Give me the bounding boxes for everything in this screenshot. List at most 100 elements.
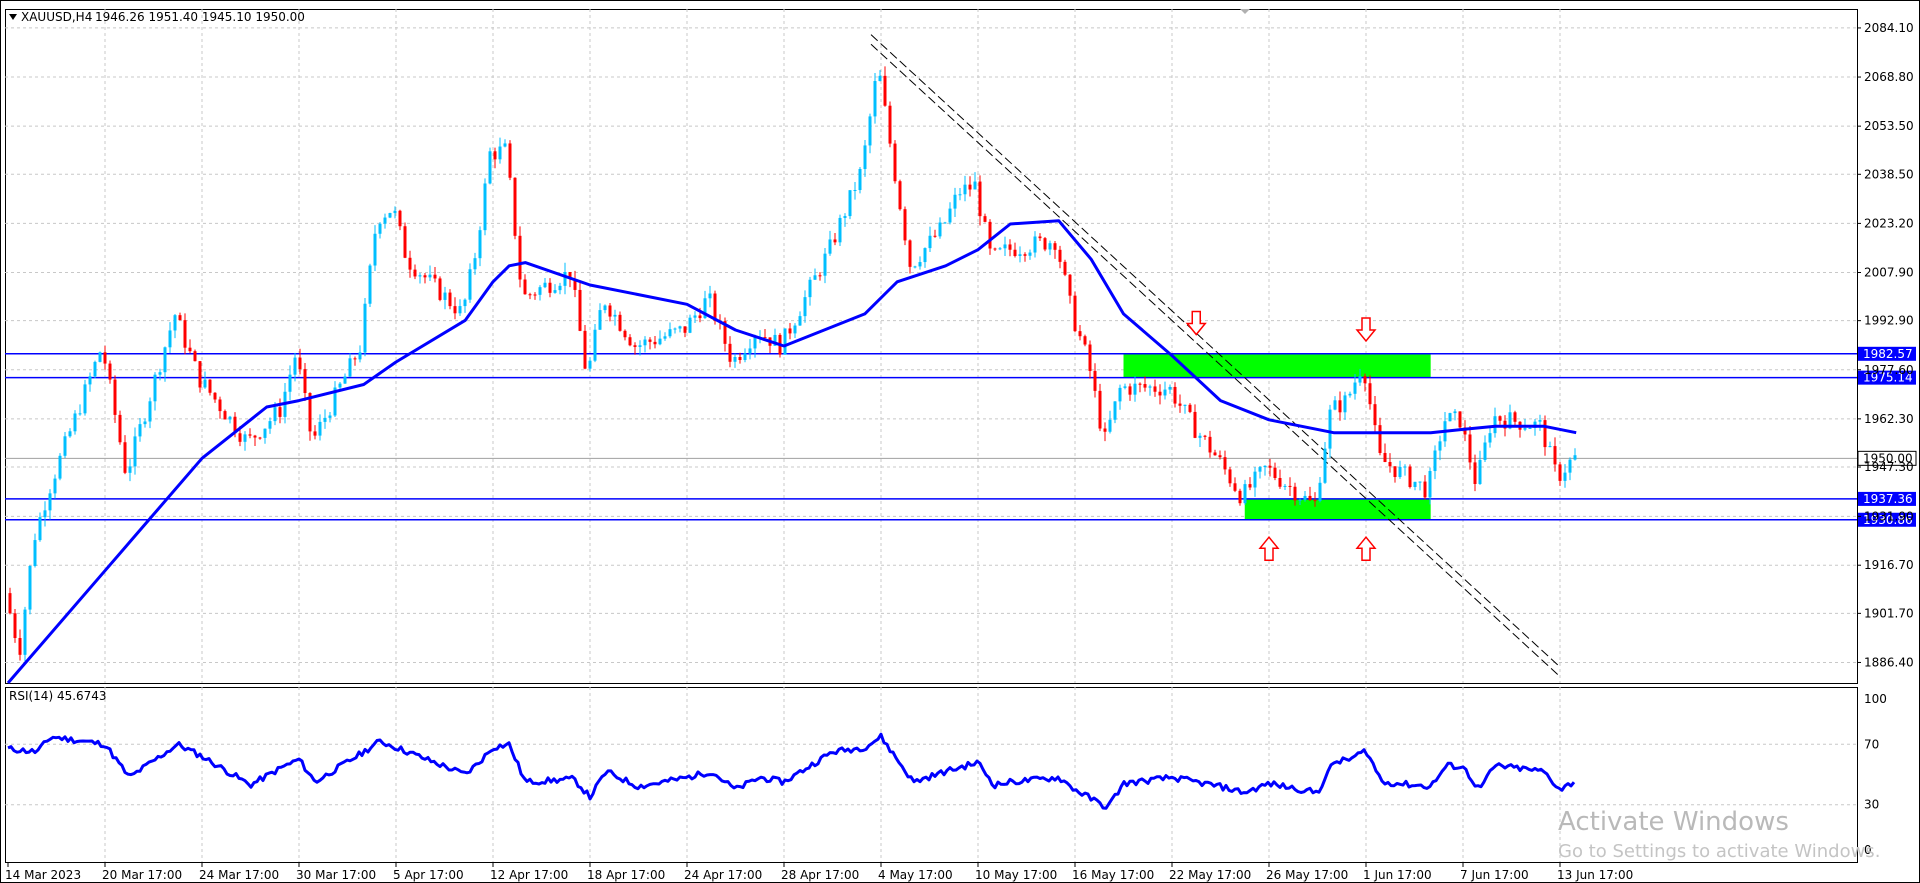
candle-body (23, 609, 27, 655)
candle-body (873, 81, 877, 117)
candle-body (1188, 404, 1192, 412)
candle-body (373, 233, 377, 266)
candle-body (238, 433, 242, 442)
arrow-down-icon[interactable] (1185, 310, 1207, 336)
candle-body (898, 181, 902, 210)
symbol-dropdown-icon[interactable] (9, 14, 17, 20)
arrow-down-icon[interactable] (1355, 317, 1377, 343)
candle-body (253, 435, 257, 438)
candle-body (353, 358, 357, 360)
candle-body (1523, 428, 1527, 430)
candle-body (1473, 462, 1477, 484)
candle-body (1323, 448, 1327, 483)
candle-body (673, 328, 677, 330)
candle-body (678, 326, 682, 329)
candle-body (753, 337, 757, 349)
candle-body (68, 431, 72, 437)
candle-body (1153, 386, 1157, 392)
candle-body (1173, 386, 1177, 404)
candle-body (403, 226, 407, 258)
candle-body (608, 305, 612, 317)
y-tick-label: 1886.40 (1864, 655, 1914, 669)
candle-body (1508, 412, 1512, 429)
candle-body (1303, 495, 1307, 500)
level-price-tag (1858, 370, 1916, 385)
candle-body (483, 183, 487, 231)
x-tick-label: 28 Apr 17:00 (781, 868, 859, 882)
candle-body (248, 434, 252, 436)
candle-body (528, 294, 532, 296)
horizontal-levels[interactable]: 1982.57 1975.14 1937.36 1930.86 1950.00 (5, 346, 1917, 527)
x-tick-label: 13 Jun 17:00 (1557, 868, 1633, 882)
candle-body (1253, 471, 1257, 488)
candle-body (323, 417, 327, 422)
green-zone (1123, 353, 1431, 378)
candle-body (243, 434, 247, 442)
level-price-label: 1937.36 (1863, 492, 1913, 506)
candle-body (1538, 420, 1542, 422)
level-price-label: 1975.14 (1863, 371, 1913, 385)
candle-body (1408, 466, 1412, 487)
candle-body (413, 269, 417, 277)
candle-body (1053, 243, 1057, 250)
candle-body (833, 239, 837, 243)
symbol-label: XAUUSD,H4 (21, 10, 92, 24)
candle-body (693, 315, 697, 318)
moving-average (6, 219, 1577, 684)
candle-body (363, 303, 367, 353)
candle-body (763, 337, 767, 339)
candle-body (398, 210, 402, 227)
candle-body (698, 315, 702, 319)
candle-body (998, 248, 1002, 250)
candle-body (853, 190, 857, 192)
candle-body (293, 357, 297, 375)
candle-body (1283, 485, 1287, 487)
candle-body (903, 209, 907, 241)
candle-body (443, 292, 447, 300)
x-tick-label: 12 Apr 17:00 (490, 868, 568, 882)
current-price-label: 1950.00 (1863, 451, 1913, 465)
candle-body (1488, 433, 1492, 443)
candle-body (8, 593, 12, 614)
candle-body (533, 294, 537, 296)
candle-body (1233, 483, 1237, 491)
arrow-up-icon[interactable] (1355, 536, 1377, 561)
candle-body (1138, 383, 1142, 385)
candle-body (188, 347, 192, 352)
candle-body (338, 383, 342, 388)
candle-body (1223, 457, 1227, 470)
candlesticks (8, 66, 1577, 663)
candle-body (938, 222, 942, 237)
candle-body (1113, 401, 1117, 420)
scroll-marker-icon[interactable] (1240, 9, 1250, 14)
rsi-panel-frame (5, 687, 1858, 863)
candle-body (658, 338, 662, 345)
arrow-up-icon[interactable] (1258, 536, 1280, 561)
candle-body (1558, 464, 1562, 481)
candle-body (193, 351, 197, 362)
candle-body (733, 357, 737, 362)
candle-body (1083, 336, 1087, 345)
current-price-tag (1857, 450, 1917, 466)
candle-body (98, 352, 102, 362)
y-tick-label: 1947.30 (1864, 460, 1914, 474)
candle-body (638, 345, 642, 347)
x-tick-label: 26 May 17:00 (1266, 868, 1348, 882)
candle-body (508, 143, 512, 178)
candle-body (1163, 389, 1167, 396)
candle-body (1243, 484, 1247, 504)
candle-body (648, 339, 652, 342)
candle-body (563, 271, 567, 286)
y-tick-label: 2007.90 (1864, 266, 1914, 280)
candle-body (1368, 383, 1372, 405)
candle-body (448, 292, 452, 307)
candle-body (453, 306, 457, 314)
candle-body (958, 194, 962, 196)
candle-body (18, 638, 22, 655)
candle-body (913, 266, 917, 268)
candle-body (433, 274, 437, 279)
candle-body (1028, 252, 1032, 256)
signal-arrows[interactable] (1185, 310, 1377, 561)
